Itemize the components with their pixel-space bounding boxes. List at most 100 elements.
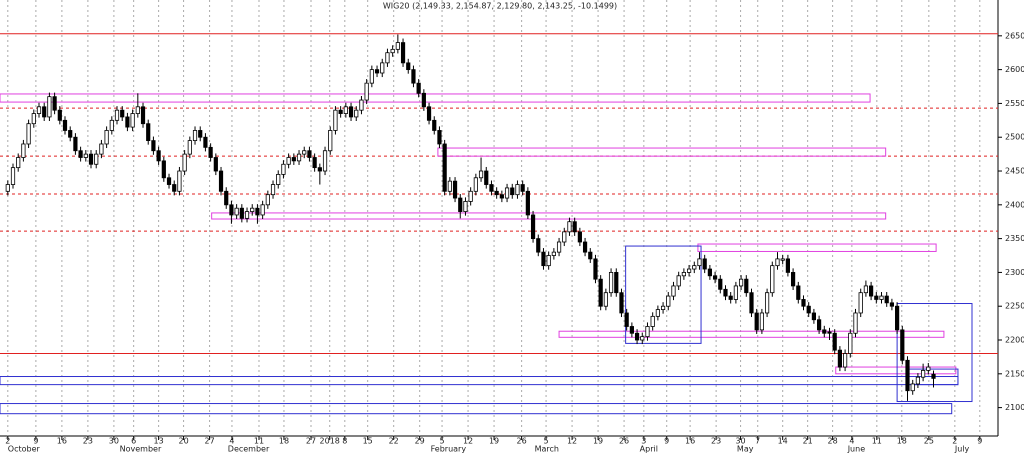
candle-body <box>843 353 848 368</box>
candle-body <box>931 373 936 379</box>
candle-body <box>785 258 790 273</box>
candle-body <box>234 207 239 216</box>
x-tick-label: 9 <box>664 437 669 446</box>
candle-body <box>21 143 26 158</box>
month-label: November <box>120 445 162 454</box>
candle-body <box>832 332 837 351</box>
candle-body <box>546 255 551 267</box>
x-tick-label: 25 <box>924 437 934 446</box>
x-tick-label: 23 <box>711 437 721 446</box>
candle-body <box>109 119 114 131</box>
candle-body <box>556 241 562 253</box>
candle-body <box>827 331 832 334</box>
candle-body <box>208 146 213 158</box>
candle-body <box>666 295 671 307</box>
candle-body <box>895 305 900 331</box>
candle-body <box>536 238 541 253</box>
x-tick-label: 16 <box>57 437 67 446</box>
y-tick-label: 2250 <box>1005 302 1024 311</box>
annotation-box <box>0 403 953 415</box>
candle-body <box>380 62 385 74</box>
candle-body <box>83 153 88 158</box>
candle-body <box>442 143 447 192</box>
annotation-box <box>0 93 871 103</box>
candle-body <box>130 113 135 128</box>
candle-body <box>348 106 354 118</box>
month-label: February <box>431 445 467 454</box>
candle-body <box>307 150 312 158</box>
candle-body <box>692 265 697 270</box>
candle-body <box>213 157 218 172</box>
x-tick-label: 2 <box>5 437 10 446</box>
candle-body <box>900 329 905 361</box>
x-tick-label: 13 <box>154 437 164 446</box>
candle-body <box>333 109 338 131</box>
annotation-box <box>211 212 887 220</box>
candle-body <box>921 370 926 378</box>
candle-body <box>31 113 36 125</box>
candle-body <box>484 170 489 185</box>
candle-body <box>723 288 728 297</box>
candle-body <box>686 268 692 273</box>
x-tick-label: 9 <box>33 437 38 446</box>
candle-body <box>525 190 530 216</box>
candle-body <box>296 153 302 162</box>
x-tick-label: 22 <box>389 437 399 446</box>
x-tick-label: 20 <box>178 437 188 446</box>
x-tick-label: 5 <box>440 437 445 446</box>
candle-body <box>650 315 655 327</box>
candle-body <box>416 82 421 94</box>
candle-body <box>182 153 187 172</box>
candle-body <box>671 285 676 297</box>
candle-body <box>270 184 276 196</box>
candle-body <box>473 177 478 192</box>
x-tick-label: 12 <box>463 437 473 446</box>
candle-body <box>712 275 718 280</box>
candle-body <box>328 130 333 152</box>
month-label: March <box>535 445 559 454</box>
candle-body <box>114 109 120 121</box>
candle-body <box>432 119 437 131</box>
x-tick-label: 26 <box>619 437 629 446</box>
candle-body <box>697 258 702 267</box>
candle-body <box>281 163 286 175</box>
candle-body <box>468 190 473 202</box>
candle-body <box>738 278 744 287</box>
y-tick-label: 2150 <box>1005 369 1024 378</box>
x-tick-label: 3 <box>641 437 646 446</box>
candle-body <box>135 106 140 114</box>
candle-body <box>733 285 738 300</box>
candle-body <box>879 295 884 300</box>
candle-body <box>676 275 681 287</box>
candle-body <box>94 153 99 165</box>
candle-body <box>36 106 42 114</box>
month-label: May <box>737 445 754 454</box>
x-tick-label: 12 <box>567 437 577 446</box>
candle-body <box>598 278 603 307</box>
x-tick-label: 19 <box>593 437 603 446</box>
candle-body <box>775 258 780 267</box>
candle-body <box>780 258 785 261</box>
y-tick-label: 2650 <box>1005 31 1024 40</box>
x-tick-label: 29 <box>415 437 425 446</box>
x-tick-label: 8 <box>342 437 347 446</box>
candle-body <box>88 153 94 165</box>
candle-body <box>198 130 203 138</box>
candle-body <box>655 309 660 317</box>
candle-body <box>192 130 198 142</box>
annotation-box <box>558 330 945 338</box>
candle-body <box>317 167 322 172</box>
candle-body <box>494 190 499 196</box>
candle-body <box>640 336 645 341</box>
candle-body <box>858 292 863 314</box>
candle-body <box>744 278 749 294</box>
candle-body <box>874 295 879 300</box>
candle-body <box>770 265 775 294</box>
candle-body <box>369 69 374 84</box>
candle-body <box>458 197 463 212</box>
chart-title: WIG20 (2,149.33, 2,154.87, 2,129.80, 2,1… <box>383 2 617 11</box>
month-label: October <box>8 445 41 454</box>
candle-body <box>120 109 125 118</box>
y-tick-label: 2300 <box>1005 268 1024 277</box>
candle-body <box>10 167 16 185</box>
